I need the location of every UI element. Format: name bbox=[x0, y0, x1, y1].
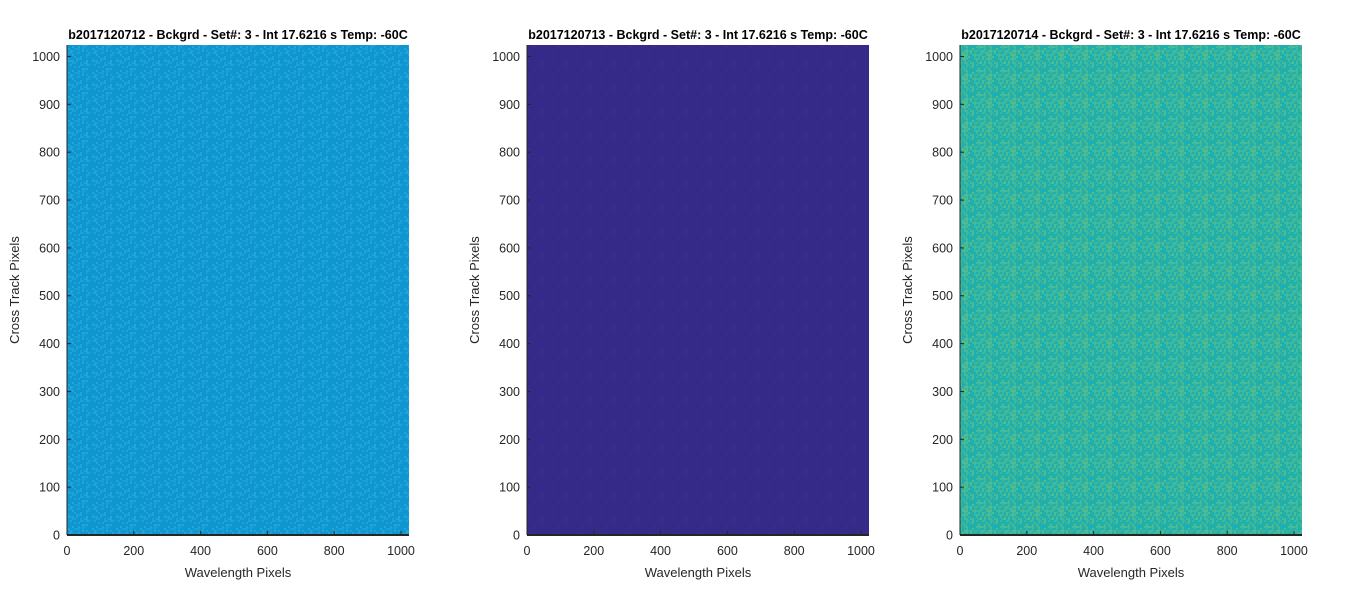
y-tick-label: 200 bbox=[932, 433, 953, 447]
y-tick-label: 200 bbox=[499, 433, 520, 447]
x-tick-label: 800 bbox=[1217, 544, 1238, 558]
x-axis-label: Wavelength Pixels bbox=[185, 565, 292, 580]
y-tick-label: 100 bbox=[932, 481, 953, 495]
y-tick-label: 100 bbox=[39, 481, 60, 495]
x-tick-label: 400 bbox=[190, 544, 211, 558]
heatmap-image-3 bbox=[960, 45, 1302, 535]
y-tick-label: 400 bbox=[39, 337, 60, 351]
x-tick-label: 0 bbox=[64, 544, 71, 558]
x-axis-label: Wavelength Pixels bbox=[645, 565, 752, 580]
x-tick-label: 0 bbox=[524, 544, 531, 558]
y-tick-label: 900 bbox=[499, 98, 520, 112]
y-tick-label: 700 bbox=[499, 194, 520, 208]
y-tick-label: 300 bbox=[39, 385, 60, 399]
y-axis-label: Cross Track Pixels bbox=[900, 236, 915, 344]
x-axis-label: Wavelength Pixels bbox=[1078, 565, 1185, 580]
y-tick-label: 600 bbox=[499, 241, 520, 255]
y-tick-label: 800 bbox=[499, 146, 520, 160]
chart-panel-1: 0 200 400 600 800 1000 0 100 200 300 400 500 600 700 8… bbox=[7, 28, 415, 580]
y-tick-label: 400 bbox=[499, 337, 520, 351]
y-axis-label: Cross Track Pixels bbox=[467, 236, 482, 344]
x-tick-label: 0 bbox=[957, 544, 964, 558]
y-tick-label: 100 bbox=[499, 481, 520, 495]
y-axis-label: Cross Track Pixels bbox=[7, 236, 22, 344]
y-tick-label: 800 bbox=[39, 146, 60, 160]
chart-title: b2017120714 - Bckgrd - Set#: 3 - Int 17.… bbox=[961, 28, 1301, 42]
x-tick-label: 200 bbox=[1016, 544, 1037, 558]
y-tick-label: 900 bbox=[39, 98, 60, 112]
y-tick-label: 500 bbox=[932, 289, 953, 303]
x-tick-label: 400 bbox=[1083, 544, 1104, 558]
x-tick-label: 600 bbox=[1150, 544, 1171, 558]
y-tick-label: 300 bbox=[499, 385, 520, 399]
heatmap-image-2 bbox=[527, 45, 869, 535]
y-tick-label: 0 bbox=[513, 529, 520, 543]
x-tick-label: 400 bbox=[650, 544, 671, 558]
y-tick-label: 500 bbox=[39, 289, 60, 303]
y-tick-label: 800 bbox=[932, 146, 953, 160]
y-tick-label: 1000 bbox=[925, 50, 953, 64]
y-tick-label: 200 bbox=[39, 433, 60, 447]
chart-panel-3: 0 200 400 600 800 1000 0 100 200 300 400 500 600 700 8… bbox=[900, 28, 1308, 580]
x-tick-label: 200 bbox=[583, 544, 604, 558]
y-tick-label: 300 bbox=[932, 385, 953, 399]
y-tick-label: 500 bbox=[499, 289, 520, 303]
chart-panel-2: 0 200 400 600 800 1000 0 100 200 300 400 500 600 700 8… bbox=[467, 28, 875, 580]
x-tick-label: 200 bbox=[123, 544, 144, 558]
y-tick-label: 600 bbox=[932, 241, 953, 255]
x-tick-label: 1000 bbox=[1280, 544, 1308, 558]
y-tick-label: 0 bbox=[946, 529, 953, 543]
chart-title: b2017120712 - Bckgrd - Set#: 3 - Int 17.… bbox=[68, 28, 408, 42]
y-tick-label: 700 bbox=[39, 194, 60, 208]
y-tick-label: 400 bbox=[932, 337, 953, 351]
heatmap-image-1 bbox=[67, 45, 409, 535]
y-tick-label: 600 bbox=[39, 241, 60, 255]
y-tick-label: 1000 bbox=[492, 50, 520, 64]
x-tick-label: 600 bbox=[257, 544, 278, 558]
chart-title: b2017120713 - Bckgrd - Set#: 3 - Int 17.… bbox=[528, 28, 868, 42]
x-tick-label: 800 bbox=[784, 544, 805, 558]
y-tick-label: 700 bbox=[932, 194, 953, 208]
x-tick-label: 1000 bbox=[847, 544, 875, 558]
x-tick-label: 600 bbox=[717, 544, 738, 558]
y-tick-label: 1000 bbox=[32, 50, 60, 64]
y-tick-label: 0 bbox=[53, 529, 60, 543]
x-tick-label: 1000 bbox=[387, 544, 415, 558]
x-tick-label: 800 bbox=[324, 544, 345, 558]
y-tick-label: 900 bbox=[932, 98, 953, 112]
